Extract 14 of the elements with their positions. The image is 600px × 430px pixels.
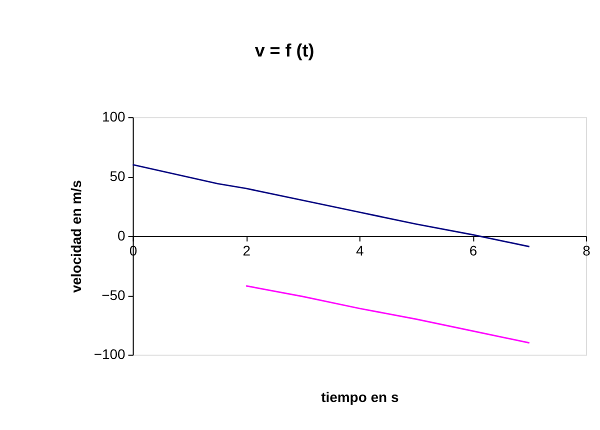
y-tick-label: 0 bbox=[118, 227, 126, 244]
chart-title: v = f (t) bbox=[254, 40, 314, 60]
y-tick-label: −50 bbox=[102, 286, 126, 303]
line-series bbox=[245, 285, 530, 344]
line-series bbox=[132, 164, 530, 248]
x-axis-title: tiempo en s bbox=[321, 389, 399, 406]
x-tick-label: 8 bbox=[582, 242, 591, 258]
x-tick-label: 6 bbox=[469, 242, 478, 258]
y-axis-title: velocidad en m/s bbox=[68, 180, 84, 293]
y-tick-label: 50 bbox=[110, 168, 126, 184]
x-tick-label: 4 bbox=[356, 242, 364, 258]
x-tick-label: 2 bbox=[242, 242, 251, 258]
y-tick-label: −100 bbox=[94, 346, 126, 362]
y-tick-label: 100 bbox=[102, 108, 126, 125]
